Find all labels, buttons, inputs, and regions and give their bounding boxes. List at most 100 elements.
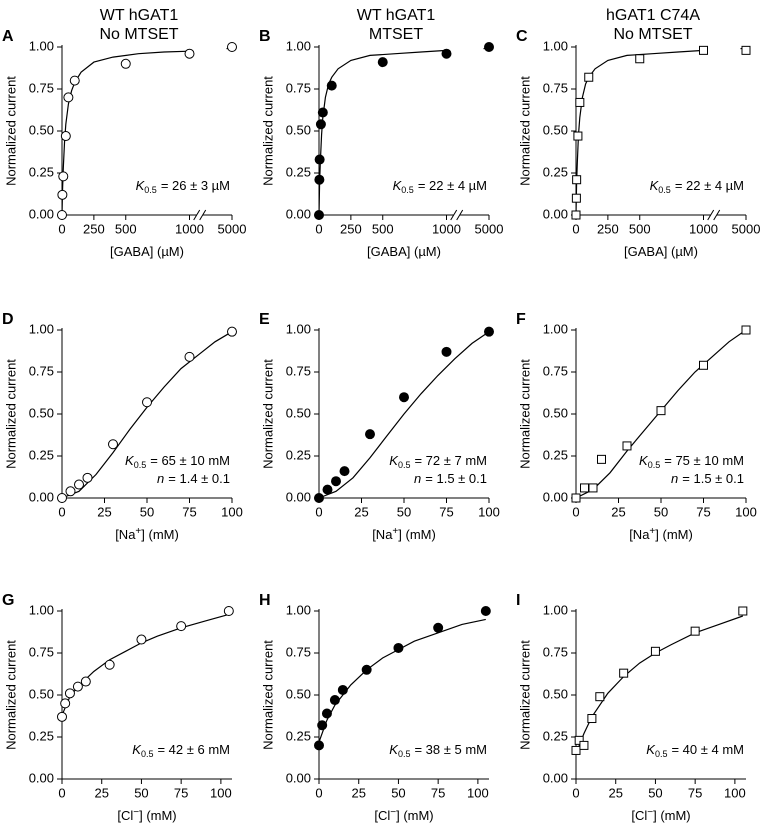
x-axis-label-text: [GABA] (µM) (110, 244, 184, 259)
y-tick-label: 0.50 (286, 122, 311, 137)
annotation: K0.5 = 65 ± 10 mM (125, 453, 230, 470)
x-axis-label-end: ] (mM) (141, 527, 179, 542)
data-point (326, 80, 337, 91)
y-axis-label: Normalized current (260, 359, 275, 469)
x-axis-label-sup: + (135, 526, 141, 537)
x-axis-label-end: ] (mM) (139, 808, 177, 823)
data-point (317, 107, 328, 118)
data-point (184, 351, 195, 362)
data-point (595, 692, 605, 702)
data-point (480, 606, 491, 616)
x-tick-label: 75 (439, 504, 453, 519)
panel: 0.00 0.25 0.50 0.75 1.00 0 25 50 75 100 Normalized… (2, 592, 234, 824)
panel-letter: D (2, 311, 14, 328)
data-point (63, 92, 74, 103)
y-tick-label: 0.00 (29, 770, 54, 785)
data-point (314, 493, 324, 503)
y-tick-label: 1.00 (286, 321, 311, 336)
x-tick-label: 1000 (689, 221, 718, 236)
x-tick-label: 100 (467, 785, 489, 800)
panel-letter: H (259, 592, 271, 609)
x-tick-label: 250 (340, 221, 362, 236)
annotation-symbol: K (639, 453, 649, 468)
x-tick-label: 100 (221, 504, 243, 519)
y-tick-label: 0.50 (543, 405, 568, 420)
x-axis-label-end: ] (mM) (655, 527, 693, 542)
data-point (690, 626, 700, 636)
x-axis-label: [Cl−] (mM) (374, 807, 433, 824)
data-point (650, 646, 660, 656)
x-tick-label: 0 (572, 504, 579, 519)
y-tick-label: 0.50 (286, 686, 311, 701)
x-axis-label-end: ] (mM) (653, 808, 691, 823)
x-tick-label: 100 (724, 785, 746, 800)
x-tick-label: 0 (572, 785, 579, 800)
fit-curve (61, 613, 229, 716)
annotation-subscript: 0.5 (648, 460, 661, 470)
annotation-text: = 26 ± 3 µM (161, 178, 230, 193)
data-point (227, 42, 237, 52)
x-tick-label: 25 (94, 785, 108, 800)
data-point (484, 42, 494, 52)
data-point (57, 189, 68, 200)
data-point (317, 720, 328, 731)
x-axis-label: [Na+] (mM) (629, 526, 693, 543)
y-tick-label: 0.00 (29, 206, 54, 221)
data-point (64, 688, 75, 699)
x-axis-label-text: [Cl (374, 808, 390, 823)
x-axis-label-end: ] (mM) (398, 527, 436, 542)
x-tick-label: 75 (696, 504, 710, 519)
y-tick-label: 0.00 (543, 206, 568, 221)
annotation: n = 1.5 ± 0.1 (414, 471, 487, 486)
y-tick-label: 0.75 (29, 363, 54, 378)
data-point (314, 174, 325, 185)
annotation-text: = 1.5 ± 0.1 (682, 471, 744, 486)
annotation-symbol: K (389, 742, 399, 757)
data-point (314, 740, 324, 751)
annotation-subscript: 0.5 (144, 185, 157, 195)
x-tick-label: 25 (611, 504, 625, 519)
y-tick-label: 0.50 (543, 686, 568, 701)
data-point (74, 479, 84, 490)
x-tick-label: 100 (478, 504, 500, 519)
data-point (588, 483, 598, 493)
annotation: K0.5 = 26 ± 3 µM (136, 178, 230, 195)
data-point (699, 360, 708, 370)
panel: 0.00 0.25 0.50 0.75 1.00 0 250 500 1000 5000 Norma… (516, 7, 760, 259)
x-axis-label: [Cl−] (mM) (117, 807, 176, 824)
chart-title: WT hGAT1 (357, 7, 436, 24)
annotation: K0.5 = 38 ± 5 mM (389, 742, 487, 759)
annotation-subscript: 0.5 (398, 749, 411, 759)
x-tick-label: 100 (210, 785, 232, 800)
panel: 0.00 0.25 0.50 0.75 1.00 0 25 50 75 100 Normalized… (516, 311, 757, 542)
annotation-symbol: K (393, 178, 403, 193)
annotation-subscript: 0.5 (655, 749, 668, 759)
data-point (329, 695, 340, 706)
annotation: n = 1.4 ± 0.1 (157, 471, 230, 486)
x-axis-label: [GABA] (µM) (367, 244, 441, 259)
x-axis-label-text: [Na (629, 527, 650, 542)
y-tick-label: 1.00 (543, 38, 568, 53)
y-tick-label: 0.25 (29, 728, 54, 743)
annotation-text: = 72 ± 7 mM (414, 453, 487, 468)
x-axis-label-text: [Cl (117, 808, 133, 823)
annotation-symbol: n (157, 471, 164, 486)
y-tick-label: 1.00 (29, 38, 54, 53)
data-point (741, 325, 751, 335)
data-point (573, 131, 583, 141)
x-axis-label-text: [Cl (631, 808, 647, 823)
annotation: K0.5 = 42 ± 6 mM (132, 742, 230, 759)
annotation-symbol: K (650, 178, 660, 193)
y-tick-label: 0.25 (543, 728, 568, 743)
x-tick-label: 500 (372, 221, 394, 236)
data-point (571, 210, 581, 220)
data-point (579, 740, 589, 750)
y-tick-label: 0.50 (543, 122, 568, 137)
y-tick-label: 0.00 (286, 206, 311, 221)
annotation-text: = 22 ± 4 µM (418, 178, 487, 193)
y-tick-label: 0.25 (543, 447, 568, 462)
x-axis-label-end: ] (mM) (396, 808, 434, 823)
data-point (619, 668, 629, 678)
data-point (337, 684, 348, 695)
x-tick-label: 5000 (732, 221, 761, 236)
